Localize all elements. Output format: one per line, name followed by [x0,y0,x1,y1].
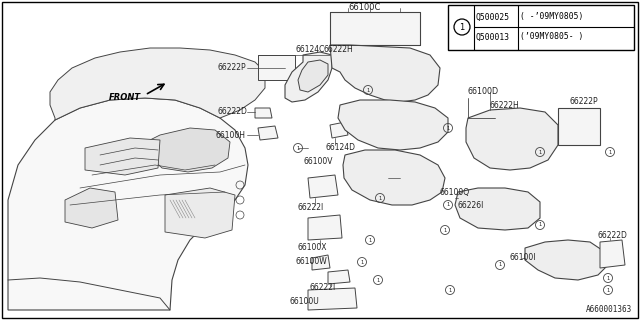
Text: 66100X: 66100X [298,244,328,252]
Text: Q500013: Q500013 [476,33,510,42]
Text: 66100H: 66100H [215,131,245,140]
Text: 66222I: 66222I [310,284,336,292]
Text: 1: 1 [448,287,452,292]
Polygon shape [255,108,272,118]
Text: 66226I: 66226I [458,201,484,210]
Text: 1: 1 [538,149,541,155]
Text: 66100U: 66100U [290,298,320,307]
Polygon shape [308,215,342,240]
Text: 1: 1 [378,196,381,201]
Text: 1: 1 [606,276,610,281]
Bar [448,5,634,50]
Polygon shape [338,100,448,150]
Text: 66222H: 66222H [323,45,353,54]
Text: 66124D: 66124D [325,143,355,153]
Text: 66100C: 66100C [348,4,380,12]
Polygon shape [466,108,558,170]
Text: 1: 1 [460,22,465,31]
Text: A660001363: A660001363 [586,305,632,314]
Text: 66222D: 66222D [598,230,628,239]
Text: 66124C: 66124C [295,45,324,54]
Text: 66222P: 66222P [570,98,598,107]
Text: 66222D: 66222D [218,108,248,116]
Polygon shape [50,48,265,120]
Polygon shape [85,138,160,175]
Polygon shape [258,55,295,80]
Polygon shape [525,240,608,280]
Text: 1: 1 [446,203,450,207]
Text: ( -’09MY0805): ( -’09MY0805) [520,12,584,21]
Text: 66222H: 66222H [490,100,520,109]
Text: 1: 1 [368,237,372,243]
Polygon shape [328,270,350,284]
Text: 66100I: 66100I [510,253,536,262]
Polygon shape [165,188,235,238]
Text: 1: 1 [446,125,450,131]
Text: 1: 1 [538,222,541,228]
Text: 1: 1 [360,260,364,265]
Text: 66100D: 66100D [468,87,499,97]
Text: 1: 1 [444,228,447,233]
Text: 66100W: 66100W [296,258,328,267]
Text: 1: 1 [296,146,300,150]
Polygon shape [330,12,420,45]
Polygon shape [258,126,278,140]
Text: 1: 1 [376,277,380,283]
Polygon shape [308,288,357,310]
Polygon shape [8,98,248,310]
Polygon shape [600,240,625,268]
Polygon shape [148,128,230,172]
Polygon shape [455,188,540,230]
Polygon shape [312,255,330,270]
Polygon shape [65,188,118,228]
Text: 1: 1 [608,149,612,155]
Text: 1: 1 [366,87,370,92]
Polygon shape [330,45,440,102]
Text: Q500025: Q500025 [476,12,510,21]
Polygon shape [308,175,338,198]
Text: 66100V: 66100V [303,157,333,166]
Polygon shape [558,108,600,145]
Text: 1: 1 [606,287,610,292]
Text: 1: 1 [499,262,502,268]
Text: FRONT: FRONT [109,93,141,102]
Text: 66100Q: 66100Q [440,188,470,196]
Polygon shape [343,150,445,205]
Polygon shape [330,122,348,138]
Text: 66222P: 66222P [218,63,246,73]
Polygon shape [298,60,328,92]
Text: 66222I: 66222I [298,204,324,212]
Text: (’09MY0805- ): (’09MY0805- ) [520,33,584,42]
Polygon shape [285,52,332,102]
